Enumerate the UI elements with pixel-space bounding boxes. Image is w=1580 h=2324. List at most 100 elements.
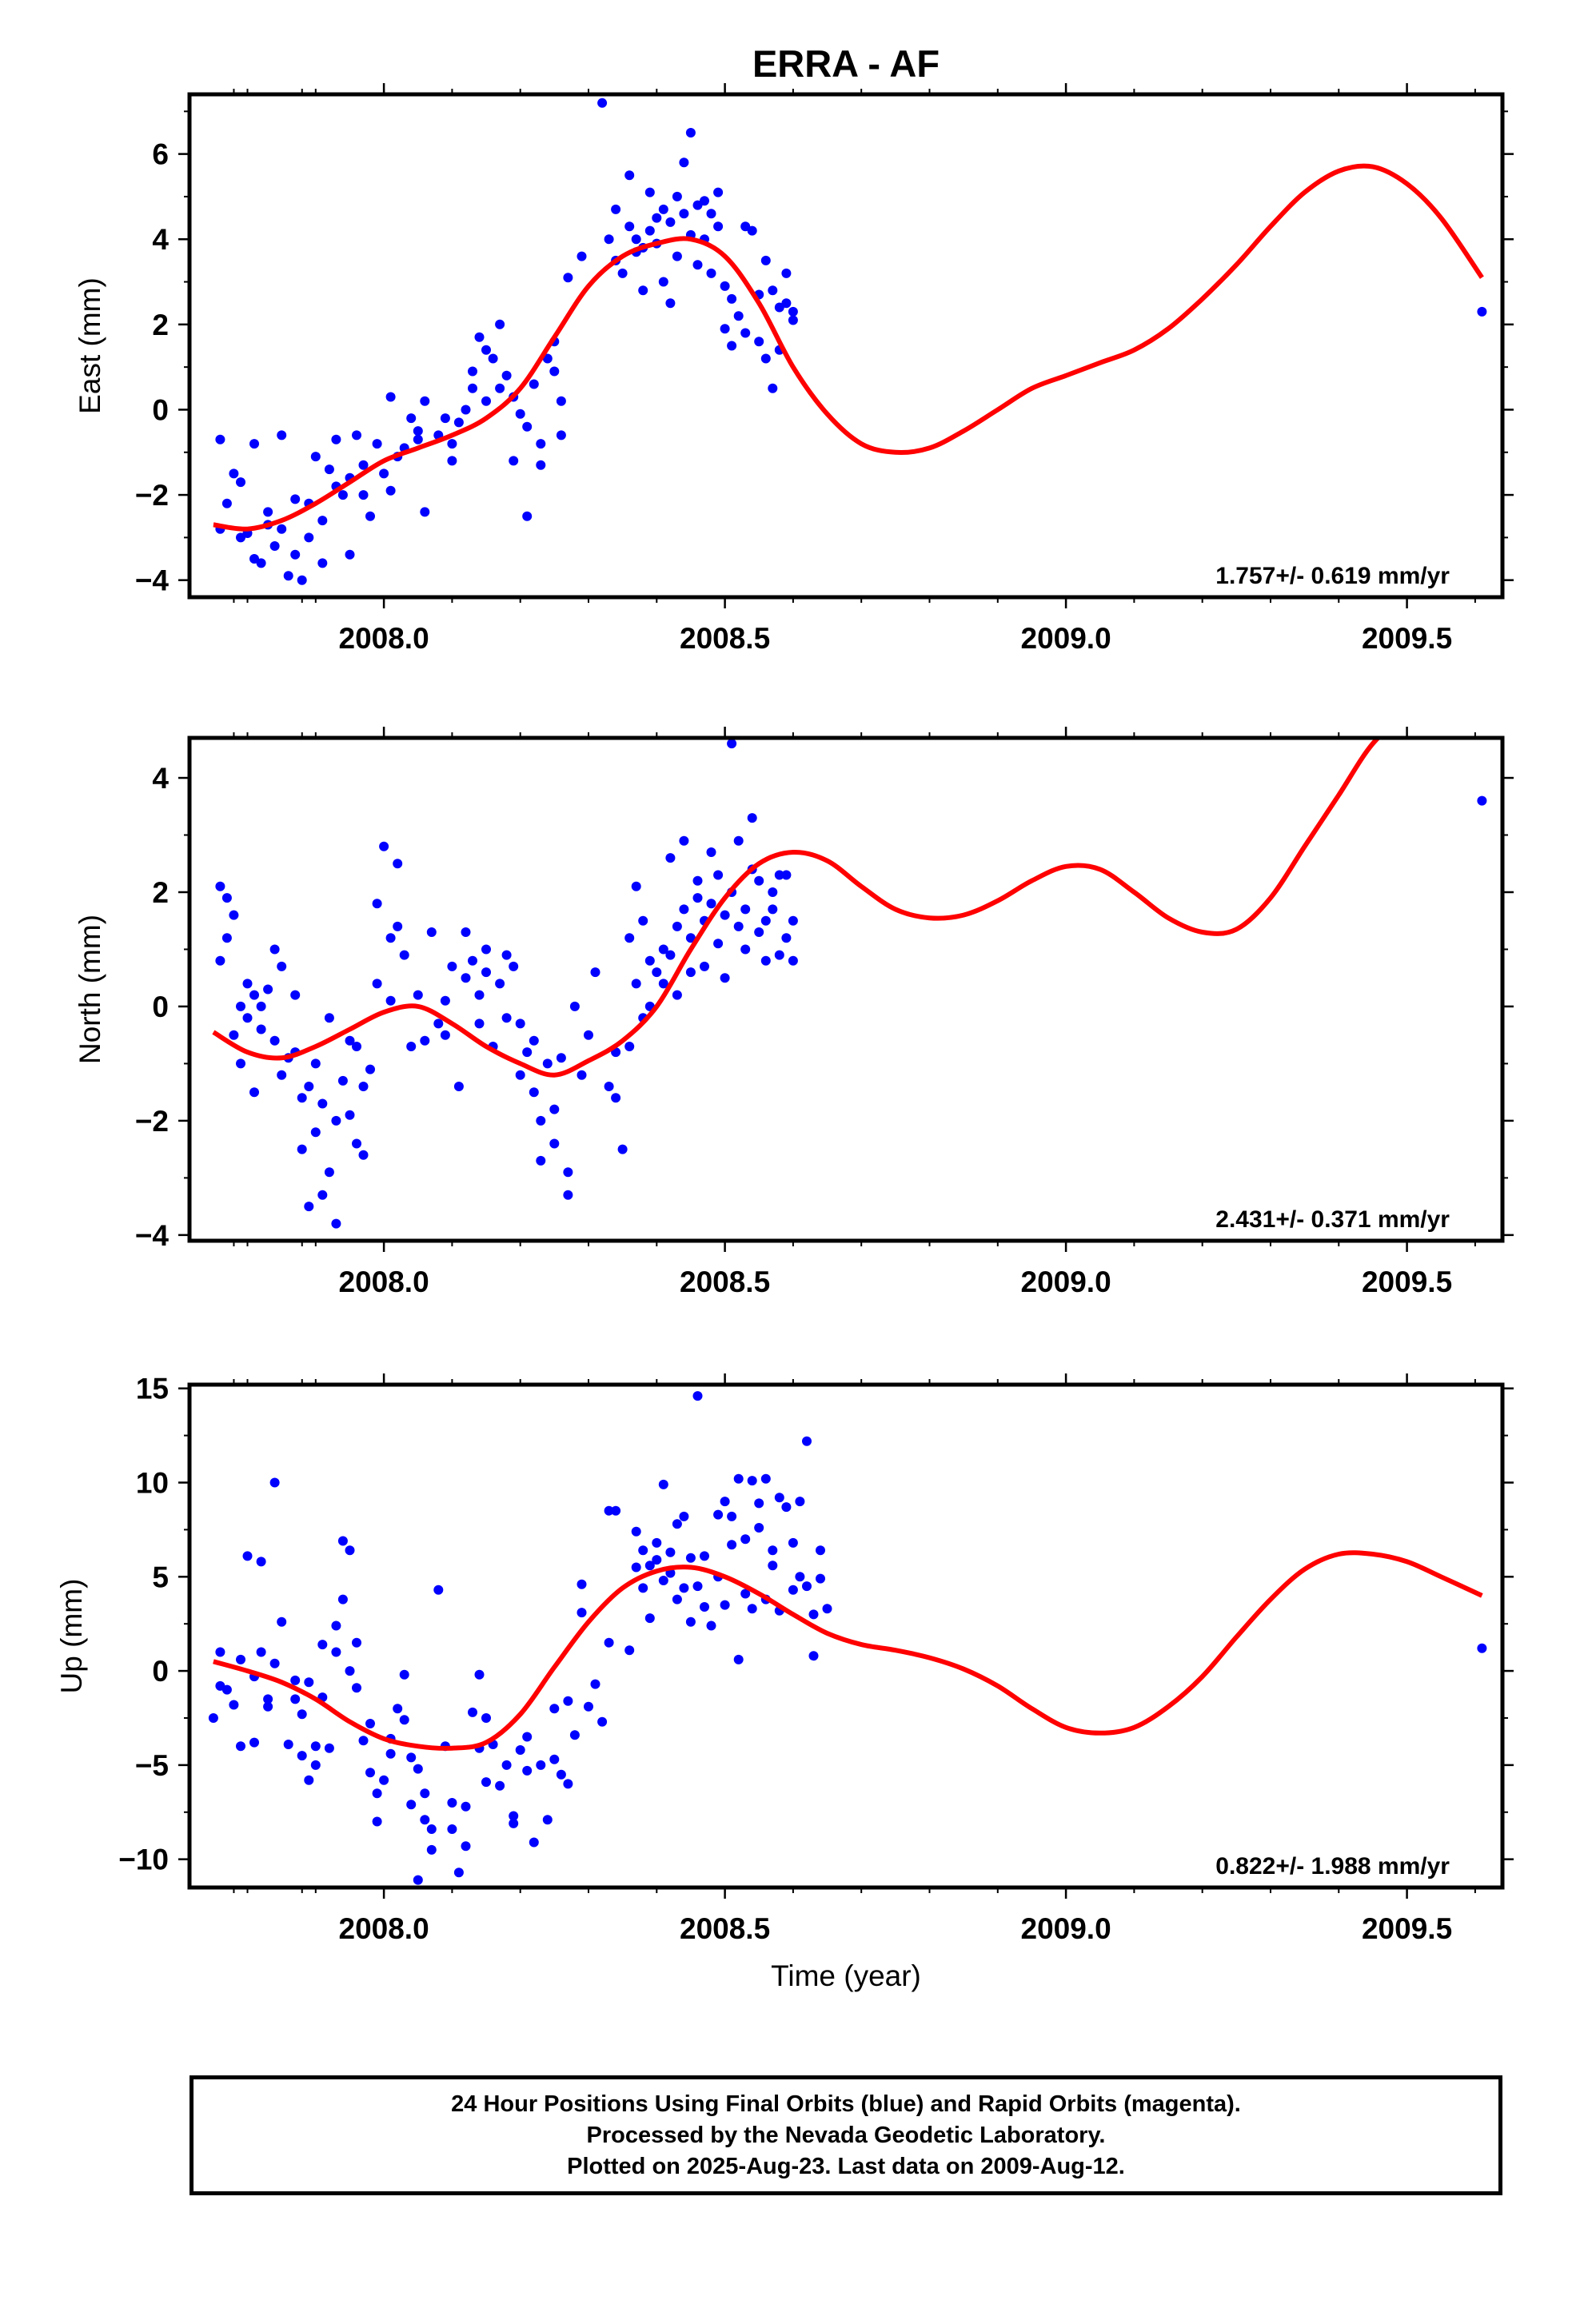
- data-point: [604, 1082, 614, 1091]
- data-point: [522, 511, 533, 521]
- y-tick-label: −5: [135, 1749, 169, 1782]
- data-point: [283, 1740, 293, 1749]
- data-point: [679, 209, 689, 219]
- data-point: [453, 1868, 464, 1878]
- data-point: [420, 1035, 430, 1046]
- data-point: [685, 933, 696, 943]
- data-point: [290, 1675, 301, 1685]
- data-point: [236, 1001, 245, 1011]
- data-point: [747, 225, 757, 236]
- data-point: [563, 1696, 573, 1706]
- data-point: [236, 1058, 245, 1069]
- data-point: [269, 1477, 280, 1488]
- data-point: [269, 944, 280, 955]
- y-tick-label: −4: [135, 564, 170, 597]
- data-point: [631, 234, 641, 245]
- data-point: [536, 460, 546, 470]
- data-point: [215, 955, 225, 966]
- data-point: [549, 1104, 560, 1114]
- data-point: [229, 1700, 239, 1710]
- data-point: [372, 439, 382, 449]
- y-axis-label: North (mm): [74, 915, 106, 1064]
- data-point: [256, 1024, 266, 1034]
- data-point: [509, 1818, 519, 1828]
- data-point: [685, 1553, 696, 1563]
- data-point: [352, 1138, 361, 1149]
- data-point: [631, 979, 641, 989]
- data-point: [337, 1075, 348, 1086]
- data-point: [624, 170, 635, 181]
- data-point: [611, 1093, 621, 1103]
- data-point: [590, 967, 600, 978]
- data-point: [304, 1082, 314, 1091]
- data-point: [638, 915, 648, 926]
- x-tick-label: 2008.0: [339, 622, 429, 655]
- data-point: [706, 847, 716, 857]
- data-point: [788, 315, 798, 325]
- data-point: [352, 1683, 361, 1693]
- data-point: [563, 1190, 573, 1200]
- data-point: [522, 421, 533, 432]
- y-axis-label: Up (mm): [55, 1579, 88, 1694]
- data-point: [692, 260, 703, 270]
- data-point: [420, 1788, 430, 1799]
- data-point: [713, 870, 724, 880]
- data-point: [788, 915, 798, 926]
- data-point: [515, 1745, 525, 1755]
- x-tick-label: 2009.0: [1021, 1266, 1111, 1298]
- data-point: [501, 370, 512, 381]
- y-tick-label: −4: [135, 1219, 170, 1252]
- data-point: [774, 870, 784, 880]
- data-point: [542, 1815, 553, 1825]
- data-point: [529, 1035, 539, 1046]
- data-point: [290, 549, 301, 560]
- data-point: [481, 944, 491, 955]
- data-point: [495, 383, 505, 393]
- data-point: [754, 927, 764, 937]
- data-point: [440, 995, 450, 1006]
- data-point: [672, 921, 682, 931]
- data-point: [242, 979, 253, 989]
- data-point: [420, 507, 430, 517]
- data-point: [358, 460, 369, 470]
- data-point: [399, 1715, 409, 1725]
- data-point: [236, 477, 245, 488]
- data-point: [310, 1127, 321, 1138]
- data-point: [474, 990, 485, 1000]
- data-point: [720, 910, 730, 920]
- x-tick-label: 2009.0: [1021, 622, 1111, 655]
- data-point: [317, 1098, 328, 1109]
- data-point: [740, 904, 751, 915]
- data-point: [781, 870, 792, 880]
- x-tick-label: 2008.5: [680, 622, 770, 655]
- data-point: [393, 1704, 403, 1714]
- data-point: [644, 187, 655, 197]
- data-point: [337, 490, 348, 500]
- caption-box: 24 Hour Positions Using Final Orbits (bl…: [190, 2075, 1502, 2195]
- data-point: [665, 298, 676, 309]
- data-point: [781, 1502, 792, 1513]
- data-point: [304, 1202, 314, 1212]
- data-point: [658, 1576, 668, 1585]
- data-point: [781, 298, 792, 309]
- data-point: [536, 1155, 546, 1166]
- data-point: [263, 507, 273, 517]
- data-point: [331, 434, 341, 444]
- x-tick-label: 2008.0: [339, 1266, 429, 1298]
- data-point: [672, 251, 682, 261]
- data-point: [727, 1540, 737, 1550]
- data-point: [345, 1110, 355, 1120]
- data-point: [433, 1018, 444, 1029]
- data-point: [385, 1748, 396, 1759]
- y-tick-label: 15: [136, 1373, 169, 1405]
- data-point: [774, 1493, 784, 1503]
- data-point: [297, 1093, 307, 1103]
- data-points: [215, 98, 1487, 585]
- data-point: [229, 1030, 239, 1040]
- data-point: [413, 990, 423, 1000]
- data-point: [481, 1777, 491, 1788]
- caption-line-3: Plotted on 2025-Aug-23. Last data on 200…: [567, 2153, 1125, 2179]
- data-point: [331, 1647, 341, 1657]
- data-point: [256, 558, 266, 568]
